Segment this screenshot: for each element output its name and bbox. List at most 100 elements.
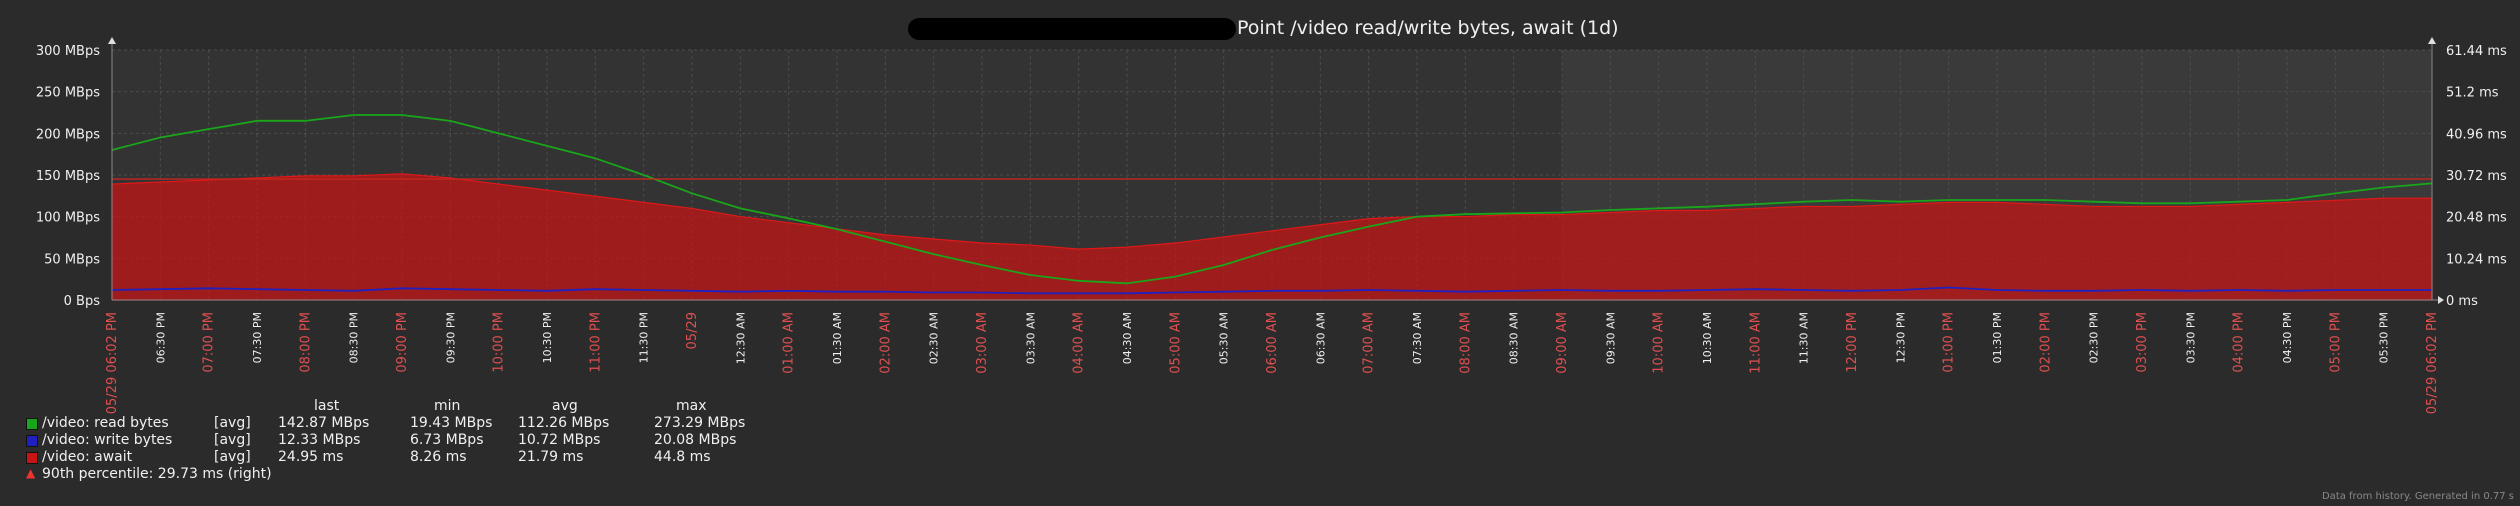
legend-swatch-write: [26, 435, 38, 447]
x-tick-label: 06:00 AM: [1265, 312, 1280, 374]
series-write-line: [111, 286, 2432, 295]
legend-header-min: min: [434, 398, 461, 414]
x-tick-label: 12:30 AM: [734, 312, 747, 364]
x-tick-label: 09:30 PM: [444, 312, 457, 363]
x-tick-label: 09:00 PM: [395, 312, 410, 373]
percentile-triangle-icon: ▲: [26, 466, 36, 480]
x-tick-label: 11:30 AM: [1798, 312, 1811, 364]
y-left-tick-label: 250 MBps: [36, 86, 100, 101]
legend-avg: 21.79 ms: [518, 449, 584, 465]
x-tick-label: 09:30 AM: [1604, 312, 1617, 364]
legend-series-name: /video: await: [42, 449, 133, 465]
legend-min: 19.43 MBps: [410, 415, 493, 431]
x-tick-label: 08:00 PM: [298, 312, 313, 373]
y-left-tick-label: 100 MBps: [36, 211, 100, 226]
legend-max: 20.08 MBps: [654, 432, 737, 448]
plot-area: 0 Bps 0 ms 50 MBps 10.24 ms 100 MBps 20.48 ms…: [36, 37, 2507, 414]
legend-header-last: last: [314, 398, 340, 414]
x-tick-label: 05:30 PM: [2378, 312, 2391, 363]
legend-avg: 10.72 MBps: [518, 432, 601, 448]
legend-header-max: max: [676, 398, 707, 414]
redacted-title-prefix: [908, 18, 1236, 40]
x-tick-label: 05/29 06:02 PM: [105, 312, 120, 414]
legend-fn: [avg]: [214, 415, 251, 431]
y-right-tick-label: 10.24 ms: [2446, 252, 2507, 267]
x-tick-label: 03:00 AM: [975, 312, 990, 374]
x-tick-label: 01:30 PM: [1991, 312, 2004, 363]
y-right-axis-arrow-icon: [2428, 37, 2436, 44]
x-tick-label: 05:30 AM: [1218, 312, 1231, 364]
legend-avg: 112.26 MBps: [518, 415, 610, 431]
x-tick-label: 11:00 AM: [1748, 312, 1763, 374]
y-right-tick-label: 30.72 ms: [2446, 169, 2507, 184]
x-tick-label: 04:00 AM: [1072, 312, 1087, 374]
x-tick-label: 02:00 PM: [2038, 312, 2053, 373]
series-read-line: [111, 114, 2433, 285]
x-tick-label: 06:30 AM: [1314, 312, 1327, 364]
x-tick-label: 10:00 PM: [492, 312, 507, 373]
x-tick-label: 01:30 AM: [831, 312, 844, 364]
y-left-tick-label: 50 MBps: [44, 252, 100, 267]
footer-note: Data from history. Generated in 0.77 s: [2321, 491, 2514, 502]
legend-max: 44.8 ms: [654, 449, 711, 465]
x-tick-label: 02:30 PM: [2088, 312, 2101, 363]
x-tick-label: 03:30 AM: [1024, 312, 1037, 364]
x-tick-label: 03:30 PM: [2184, 312, 2197, 363]
x-tick-label: 03:00 PM: [2135, 312, 2150, 373]
x-tick-label: 10:30 PM: [541, 312, 554, 363]
x-axis-arrow-icon: [2438, 296, 2444, 304]
x-tick-label: 05/29: [685, 312, 700, 349]
legend-series-name: /video: write bytes: [42, 432, 173, 448]
x-tick-label: 06:30 PM: [154, 312, 167, 363]
x-tick-label: 04:30 PM: [2281, 312, 2294, 363]
y-right-tick-label: 61.44 ms: [2446, 44, 2507, 59]
x-tick-label: 04:00 PM: [2232, 312, 2247, 373]
y-right-tick-label: 40.96 ms: [2446, 127, 2507, 142]
legend-series-name: /video: read bytes: [42, 415, 169, 431]
legend-last: 12.33 MBps: [278, 432, 361, 448]
legend-fn: [avg]: [214, 432, 251, 448]
y-left-axis-arrow-icon: [108, 37, 116, 44]
x-tick-label: 10:00 AM: [1652, 312, 1667, 374]
x-tick-label: 01:00 PM: [1942, 312, 1957, 373]
y-left-tick-label: 200 MBps: [36, 127, 100, 142]
x-tick-label: 07:00 PM: [202, 312, 217, 373]
x-tick-label: 09:00 AM: [1555, 312, 1570, 374]
legend-min: 6.73 MBps: [410, 432, 484, 448]
y-left-tick-label: 150 MBps: [36, 169, 100, 184]
x-tick-label: 08:00 AM: [1458, 312, 1473, 374]
x-tick-label: 08:30 PM: [348, 312, 361, 363]
x-tick-label: 12:00 PM: [1845, 312, 1860, 373]
legend-swatch-read: [26, 418, 38, 430]
x-tick-label: 11:00 PM: [588, 312, 603, 373]
x-tick-label: 01:00 AM: [782, 312, 797, 374]
x-tick-label: 07:30 PM: [251, 312, 264, 363]
x-tick-label: 07:30 AM: [1411, 312, 1424, 364]
y-right-tick-label: 20.48 ms: [2446, 211, 2507, 226]
legend-max: 273.29 MBps: [654, 415, 746, 431]
x-tick-label: 08:30 AM: [1508, 312, 1521, 364]
y-right-tick-label: 51.2 ms: [2446, 86, 2499, 101]
legend-header-avg: avg: [552, 398, 578, 414]
y-left-tick-label: 0 Bps: [64, 294, 101, 309]
x-tick-label: 12:30 PM: [1894, 312, 1907, 363]
x-tick-label: 07:00 AM: [1362, 312, 1377, 374]
x-tick-label: 10:30 AM: [1701, 312, 1714, 364]
legend-percentile: 90th percentile: 29.73 ms (right): [42, 466, 272, 482]
legend-last: 142.87 MBps: [278, 415, 370, 431]
x-tick-label: 11:30 PM: [638, 312, 651, 363]
x-tick-label: 02:30 AM: [928, 312, 941, 364]
legend-fn: [avg]: [214, 449, 251, 465]
x-tick-label: 04:30 AM: [1121, 312, 1134, 364]
legend-swatch-await: [26, 452, 38, 464]
x-tick-label: 02:00 AM: [878, 312, 893, 374]
y-left-tick-label: 300 MBps: [36, 44, 100, 59]
x-tick-label: 05:00 PM: [2328, 312, 2343, 373]
x-tick-label: 05/29 06:02 PM: [2425, 312, 2440, 414]
legend-min: 8.26 ms: [410, 449, 467, 465]
x-tick-label: 05:00 AM: [1168, 312, 1183, 374]
legend-last: 24.95 ms: [278, 449, 344, 465]
chart-title: Point /video read/write bytes, await (1d…: [1237, 17, 1619, 39]
series-await-area: [111, 173, 2433, 301]
